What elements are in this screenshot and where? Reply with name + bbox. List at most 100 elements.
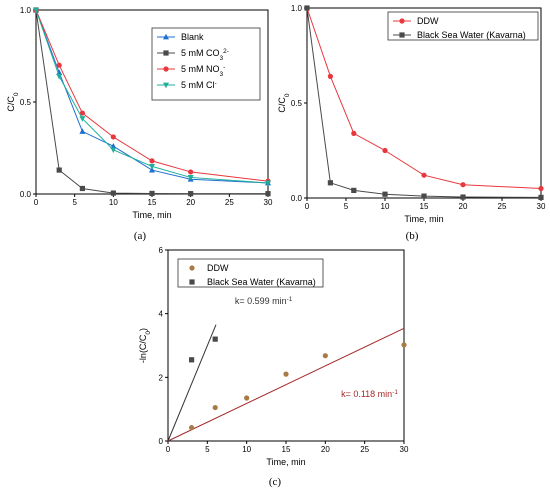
data-point [265,191,271,197]
x-tick-label: 20 [321,445,330,454]
fit-label: k= 0.118 min-1 [341,389,398,400]
data-point [212,404,218,411]
legend-box [151,27,261,101]
data-point [265,180,271,187]
x-tick-label: 10 [109,198,118,207]
data-point [421,193,427,199]
data-point [149,166,155,173]
y-axis-label: -ln(C/C0) [138,328,152,363]
data-point [283,371,289,377]
data-point [189,357,195,363]
data-point [382,191,388,197]
data-point [188,169,194,175]
fit-line [167,327,405,442]
data-point [327,73,333,79]
panel-label: (c) [269,476,282,488]
x-tick-label: 20 [459,202,468,211]
x-axis-label: Time, min [266,457,305,467]
y-tick-label: 0.0 [20,190,32,199]
legend-marker [189,279,195,285]
y-tick-label: 2 [159,373,164,382]
x-tick-label: 5 [205,445,210,454]
data-point [189,425,195,431]
data-point [460,194,466,200]
panel-label: (a) [134,230,147,242]
x-tick-label: 0 [34,198,39,207]
legend-marker [163,82,169,89]
x-tick-label: 25 [360,445,369,454]
data-point [401,342,407,348]
data-point [538,194,544,201]
legend-marker [399,18,405,24]
data-point [188,191,194,197]
chart-panel-b: 0 5 10 15 20 25 30 0.0 0.5 1.0 Time, min C/C0 (b) DDW… [277,4,546,242]
y-tick-label: 0.0 [291,194,303,203]
y-tick-label: 0 [159,437,164,446]
data-point [244,395,250,401]
data-point [421,172,427,178]
y-tick-label: 6 [159,246,164,255]
legend-label: 5 mM Cl- [181,80,217,91]
data-point [538,185,544,192]
legend-label: DDW [417,16,439,26]
data-point [79,128,86,134]
legend-box [387,11,539,41]
legend-marker [189,265,195,271]
legend-marker [163,66,169,72]
x-axis-label: Time, min [132,210,171,220]
x-tick-label: 0 [305,202,310,211]
x-tick-label: 10 [242,445,251,454]
legend-label: Black Sea Water (Kavarna) [417,30,526,40]
y-tick-label: 1.0 [291,4,303,13]
x-tick-label: 5 [344,202,349,211]
legend-marker [399,32,405,38]
data-point [382,147,388,154]
y-axis-label: C/C0 [6,92,20,112]
data-point [212,336,218,342]
data-point [56,62,62,68]
data-point [56,73,63,80]
data-point [149,190,155,197]
data-point [79,185,85,192]
x-tick-label: 30 [400,445,409,454]
fit-label: k= 0.599 min-1 [235,296,293,307]
data-point [149,164,155,170]
data-point [79,110,85,116]
data-point [33,7,39,14]
legend-label: DDW [207,263,229,273]
x-tick-label: 15 [420,202,429,211]
data-point [110,190,116,196]
legend-marker [163,33,169,40]
x-tick-label: 10 [381,202,390,211]
x-tick-label: 5 [72,198,77,207]
x-tick-label: 30 [537,202,546,211]
data-point [56,69,63,75]
data-point [460,182,466,188]
x-tick-label: 0 [166,445,171,454]
legend-label: Blank [181,32,204,42]
x-tick-label: 30 [264,198,273,207]
legend-label: 5 mM CO32- [181,48,229,62]
data-point [304,5,310,11]
legend-label: Black Sea Water (Kavarna) [207,277,316,287]
x-tick-label: 25 [498,202,507,211]
data-point [187,175,194,181]
data-point [110,147,117,154]
chart-panel-c: 0 5 10 15 20 25 30 0 2 4 6 Time, min -ln(C/C0) (c) k= … [138,246,409,488]
x-tick-label: 25 [225,198,234,207]
data-point [110,142,117,149]
legend-marker [163,50,169,56]
y-tick-label: 0.5 [20,98,32,107]
data-point [149,158,155,164]
legend-box [177,258,324,288]
chart-panel-a: 0 5 10 15 20 25 30 0.0 0.5 1.0 Time, min C/C0 (a) Bla… [6,6,273,242]
x-tick-label: 15 [282,445,291,454]
y-tick-label: 1.0 [20,6,32,15]
x-axis-label: Time, min [404,214,443,224]
data-point [322,353,328,359]
fit-line [167,324,217,442]
data-point [351,187,357,193]
legend-label: 5 mM NO3- [181,64,225,78]
panel-label: (b) [406,230,419,242]
